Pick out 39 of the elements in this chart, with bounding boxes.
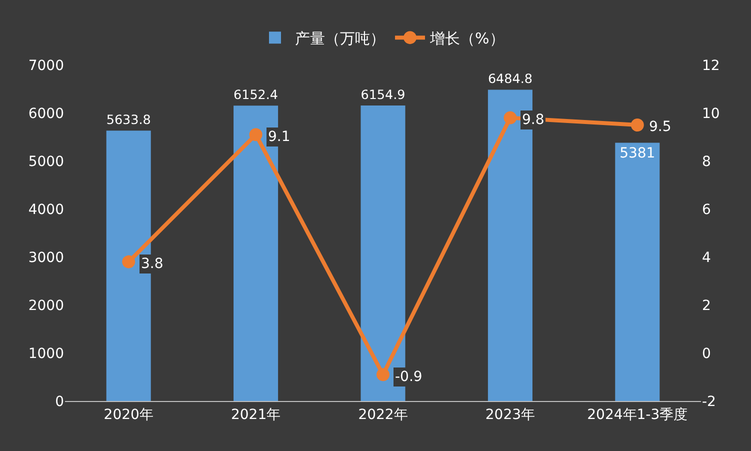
x-tick-label: 2023年 [485,406,536,423]
y2-tick-label: 10 [702,106,720,122]
y2-tick-label: 4 [702,250,711,266]
x-tick-label: 2022年 [358,406,408,423]
data-label: 3.8 [141,256,164,272]
y-tick-label: 7000 [28,58,64,74]
data-label: 9.5 [649,119,672,135]
point [504,111,517,124]
data-label: 6484.8 [488,71,532,86]
data-label: 6152.4 [234,87,278,102]
x-tick-label: 2024年1-3季度 [587,406,688,423]
data-label: 5633.8 [106,112,151,127]
y2-tick-label: 12 [702,58,720,74]
y-tick-label: 5000 [28,154,64,170]
point [122,255,136,268]
x-tick-label: 2020年 [104,406,154,423]
x-tick-label: 2021年 [230,406,281,423]
y-tick-label: 2000 [28,298,64,314]
y2-tick-label: 2 [702,298,711,314]
y-tick-label: 3000 [28,250,64,266]
y-tick-label: 1000 [28,346,64,362]
data-label: 6154.9 [360,86,406,102]
y2-tick-label: -2 [702,394,716,410]
data-label: 9.8 [522,112,544,128]
bar [615,142,660,401]
point [249,128,262,142]
data-label: 5381 [620,146,656,162]
data-label: -0.9 [395,369,422,385]
y2-tick-label: 0 [702,346,711,362]
point [376,368,390,382]
y-tick-label: 4000 [28,202,64,218]
legend-label: 产量（万吨） [295,29,385,48]
point [630,118,644,132]
y2-tick-label: 6 [702,202,711,218]
y-tick-label: 0 [55,394,64,410]
y-tick-label: 6000 [28,106,64,122]
legend-label: 增长（%） [429,29,504,48]
y2-tick-label: 8 [702,154,711,170]
data-label: 9.1 [268,129,290,145]
